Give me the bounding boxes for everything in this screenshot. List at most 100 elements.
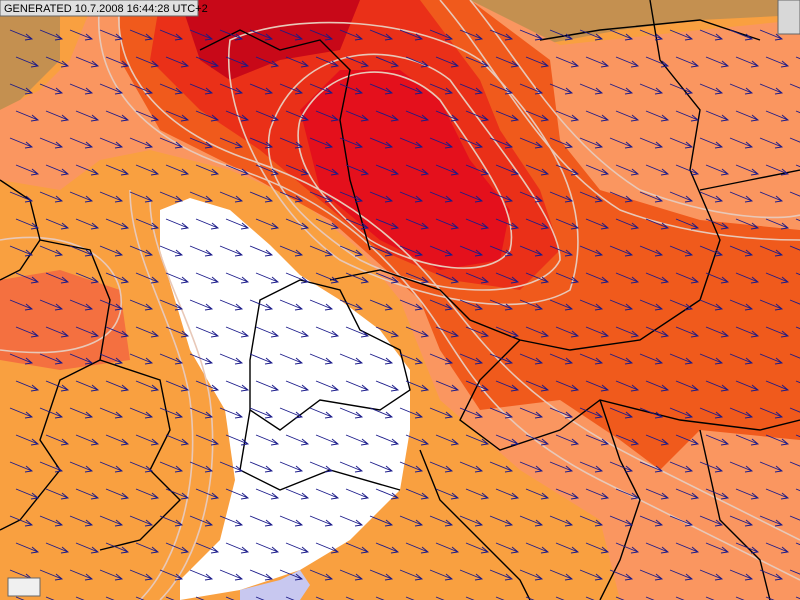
wind-arrow: [585, 488, 610, 500]
wind-arrow: [459, 461, 484, 473]
wind-arrow: [459, 515, 484, 527]
wind-arrow: [369, 461, 394, 473]
wind-arrow: [465, 164, 490, 176]
wind-arrow: [159, 137, 184, 149]
wind-arrow: [429, 407, 454, 419]
wind-arrow: [525, 326, 550, 338]
wind-arrow: [165, 596, 175, 600]
wind-arrow: [669, 569, 694, 581]
wind-arrow: [225, 218, 250, 230]
wind-arrow: [285, 380, 310, 392]
wind-arrow: [759, 83, 784, 95]
wind-arrow: [285, 164, 310, 176]
wind-arrow: [555, 542, 580, 554]
wind-arrow: [645, 380, 670, 392]
wind-arrow: [69, 245, 94, 257]
wind-arrow: [309, 191, 334, 203]
wind-arrow: [189, 245, 214, 257]
wind-arrow: [699, 407, 724, 419]
wind-arrow: [225, 488, 250, 500]
wind-arrow: [9, 29, 34, 41]
wind-arrow: [435, 218, 460, 230]
wind-arrow: [255, 110, 280, 122]
wind-arrow: [675, 380, 700, 392]
wind-arrow: [279, 299, 304, 311]
wind-arrow: [579, 461, 604, 473]
wind-arrow: [339, 353, 364, 365]
wind-arrow: [255, 542, 280, 554]
wind-arrow: [579, 353, 604, 365]
legend-icon: [7, 577, 41, 597]
wind-arrow: [399, 461, 424, 473]
wind-arrow: [435, 326, 460, 338]
wind-arrow: [375, 326, 400, 338]
wind-arrow: [279, 407, 304, 419]
wind-arrow: [435, 434, 460, 446]
wind-arrow: [219, 353, 244, 365]
wind-arrow: [339, 569, 364, 581]
wind-arrow: [219, 191, 244, 203]
wind-arrow: [639, 569, 664, 581]
wind-arrow: [405, 218, 430, 230]
wind-arrow: [429, 29, 454, 41]
wind-arrow: [765, 488, 790, 500]
wind-arrow: [705, 164, 730, 176]
wind-arrow: [345, 380, 370, 392]
wind-arrow: [339, 407, 364, 419]
wind-arrow: [9, 515, 34, 527]
wind-arrow: [315, 326, 340, 338]
wind-arrow: [39, 569, 64, 581]
wind-arrow: [195, 326, 220, 338]
wind-arrow: [459, 353, 484, 365]
wind-arrow: [429, 299, 454, 311]
wind-arrow: [99, 83, 124, 95]
wind-arrow: [699, 137, 724, 149]
wind-arrow: [45, 380, 70, 392]
wind-arrow: [429, 515, 454, 527]
wind-arrow: [699, 29, 724, 41]
wind-arrow: [69, 299, 94, 311]
wind-arrow: [735, 218, 760, 230]
wind-arrow: [399, 29, 424, 41]
wind-arrow: [705, 596, 715, 600]
wind-arrow: [735, 380, 760, 392]
wind-arrow: [669, 461, 694, 473]
wind-arrow: [75, 272, 100, 284]
wind-arrow: [669, 407, 694, 419]
wind-arrow: [585, 434, 610, 446]
wind-arrow: [75, 326, 100, 338]
wind-arrow: [495, 272, 520, 284]
wind-arrow: [45, 56, 70, 68]
wind-arrow: [549, 29, 574, 41]
wind-arrow: [669, 245, 694, 257]
field-white: [160, 198, 410, 600]
wind-arrow: [615, 272, 640, 284]
wind-arrow: [585, 596, 595, 600]
wind-arrow: [489, 83, 514, 95]
wind-arrow: [735, 272, 760, 284]
wind-arrow: [15, 542, 40, 554]
wind-arrow: [555, 110, 580, 122]
wind-arrow: [789, 515, 800, 521]
wind-arrow: [639, 137, 664, 149]
wind-arrow: [165, 542, 190, 554]
wind-arrow: [249, 299, 274, 311]
wind-arrow: [375, 434, 400, 446]
wind-arrow: [159, 29, 184, 41]
wind-arrow: [735, 326, 760, 338]
wind-arrow: [9, 191, 34, 203]
wind-arrow: [255, 434, 280, 446]
wind-arrow: [369, 191, 394, 203]
wind-arrow: [525, 434, 550, 446]
wind-arrow: [315, 110, 340, 122]
wind-arrow: [549, 245, 574, 257]
wind-arrow: [279, 461, 304, 473]
wind-arrow: [159, 83, 184, 95]
wind-arrow: [519, 299, 544, 311]
wind-arrow: [135, 164, 160, 176]
wind-arrow: [369, 245, 394, 257]
wind-arrow: [15, 488, 40, 500]
wind-arrow: [399, 299, 424, 311]
wind-arrow: [489, 461, 514, 473]
wind-arrow: [255, 488, 280, 500]
